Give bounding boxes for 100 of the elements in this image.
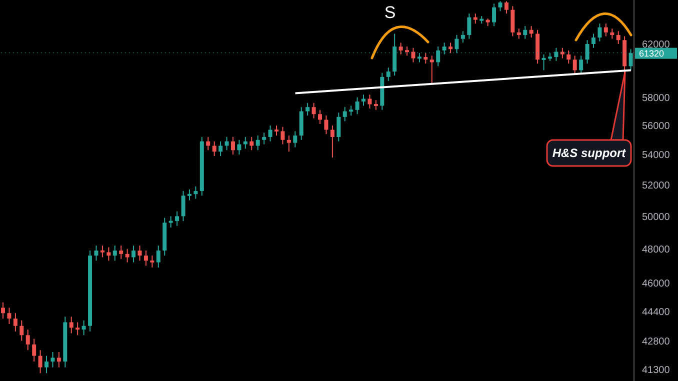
candlestick [230,136,235,156]
candlestick [250,136,254,151]
candlestick [424,52,428,64]
candlestick [156,245,160,268]
candlestick [56,352,61,368]
candlestick [473,13,478,24]
candlestick [460,30,465,44]
candlestick [212,140,216,157]
candlestick [542,54,546,71]
y-tick-label: 41300 [642,364,670,376]
candlestick [591,33,596,48]
candlestick [349,105,354,116]
y-tick-label: 46000 [642,278,670,290]
candlestick [106,246,111,262]
candlestick [293,130,298,148]
y-tick-label: 48000 [642,244,670,256]
candlestick [181,190,186,222]
candlestick [82,320,86,336]
candlestick [598,23,602,42]
candlestick [398,42,403,55]
candlestick [175,210,180,226]
y-tick-label: 54000 [642,150,670,162]
candlestick [467,13,472,40]
candlestick [362,94,366,106]
candlestick [342,106,347,122]
candlestick [100,245,104,258]
candlestick [94,245,98,262]
candlestick [187,188,192,201]
candlestick [430,55,434,84]
candlestick [312,102,316,119]
candlestick [454,34,459,54]
candlestick [510,6,515,37]
annotation: S [384,3,396,22]
candlestick [566,50,571,64]
candlestick [330,124,334,158]
candlestick [442,42,446,55]
candlestick [7,307,12,325]
candlestick [26,329,30,351]
candlestick [119,245,124,260]
candlestick [138,245,142,262]
ref-line-label: 61320 [639,48,664,58]
y-tick-label: 42800 [642,336,670,348]
candlestick [44,355,49,374]
candlestick [268,124,272,142]
candlestick [585,40,590,64]
candlestick [386,67,390,82]
candlestick [336,112,341,142]
candlestick [610,28,614,40]
candlestick [76,322,80,336]
y-tick-label: 56000 [642,121,670,132]
candlestick [529,26,534,38]
candlestick [206,136,210,151]
candlestick [436,46,440,67]
candlestick [498,0,502,12]
candlestick [150,255,154,268]
candlestick [448,42,453,54]
y-tick-label: 44400 [642,306,670,318]
candlestick [523,26,528,40]
candlestick [374,100,378,110]
candlestick [218,140,223,157]
candlestick [38,350,42,374]
candlestick [492,3,496,27]
candlestick [1,302,5,320]
y-tick-label: 50000 [642,212,670,223]
candlestick [368,94,372,109]
candlestick [280,126,285,145]
candlestick [306,102,310,116]
candlestick [355,96,360,115]
candlestick [554,47,558,62]
candlestick [125,248,130,263]
candlestick [324,115,328,135]
candlestick [572,55,577,75]
candlestick [237,139,242,156]
candlestick [13,312,18,332]
candlestick [243,136,248,150]
annotation: H&S support [552,146,627,160]
candlestick [144,250,148,266]
candlestick [168,216,173,228]
candlestick [560,47,564,59]
candlestick [417,52,422,63]
candlestick [318,109,322,125]
candlestick [628,48,633,71]
candlestick [604,23,608,37]
y-tick-label: 52000 [642,180,670,192]
candlestick [262,132,266,145]
candlestick [224,136,229,151]
candlestick [616,30,620,44]
candlestick [516,28,521,40]
candlestick [286,135,291,152]
y-tick-label: 58000 [642,92,670,104]
candlestick [411,47,416,63]
candlestick [132,245,136,263]
candlestick [69,316,74,334]
candlestick [50,352,55,368]
candlestick [194,186,198,200]
candlestick [405,46,410,56]
candlestick [32,338,36,362]
candlestick [256,135,260,151]
candlestick [579,55,584,75]
candlestick [20,320,24,342]
